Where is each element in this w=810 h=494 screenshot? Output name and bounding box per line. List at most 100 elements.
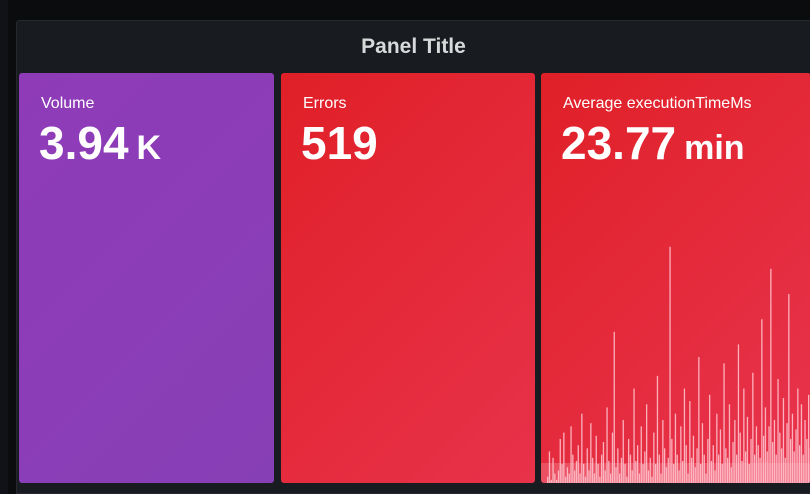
sparkline-bar bbox=[784, 457, 786, 483]
sparkline-bar bbox=[619, 473, 621, 483]
panel-title[interactable]: Panel Title bbox=[361, 35, 466, 58]
stat-label-average-execution-time: Average executionTimeMs bbox=[563, 95, 752, 112]
sparkline-bar bbox=[755, 426, 758, 483]
sparkline-bar bbox=[653, 432, 655, 483]
sparkline-bar bbox=[664, 448, 666, 483]
sparkline-bar bbox=[565, 476, 567, 483]
sparkline-bar bbox=[611, 432, 614, 483]
sparkline-bar bbox=[599, 476, 601, 483]
sparkline-bar bbox=[739, 432, 741, 483]
sparkline-bar bbox=[683, 388, 686, 483]
sparkline-bar bbox=[793, 451, 795, 483]
sparkline-bar bbox=[707, 438, 709, 483]
sparkline-bar bbox=[808, 394, 810, 483]
sparkline-bar bbox=[763, 435, 765, 483]
sparkline-bar bbox=[604, 470, 606, 483]
sparkline-bar bbox=[782, 397, 785, 483]
sparkline-bar bbox=[597, 464, 599, 483]
sparkline-bar bbox=[773, 420, 776, 483]
sparkline-bar bbox=[705, 473, 707, 483]
stat-value-errors: 519 bbox=[301, 115, 378, 171]
stat-panel: Panel Title Volume 3.94 K Errors 519 Aver… bbox=[16, 20, 810, 494]
sparkline-bar bbox=[624, 464, 626, 483]
stat-number-volume: 3.94 bbox=[39, 117, 129, 169]
sparkline-bar bbox=[649, 457, 651, 483]
sparkline-bar bbox=[692, 435, 695, 483]
sparkline-bar bbox=[795, 429, 797, 483]
sparkline-bar bbox=[757, 445, 759, 483]
sparkline-bar bbox=[687, 473, 689, 483]
sparkline-bar bbox=[547, 476, 549, 483]
sparkline-bar bbox=[570, 426, 572, 483]
sparkline-bar bbox=[732, 442, 734, 483]
sparkline-bar bbox=[806, 438, 808, 483]
stat-unit-average-execution-time: min bbox=[684, 129, 745, 167]
sparkline-bar bbox=[694, 467, 696, 483]
sparkline-bar bbox=[588, 470, 590, 483]
sparkline-bar bbox=[613, 331, 615, 483]
sparkline-bar bbox=[772, 442, 774, 483]
sparkline-bar bbox=[790, 438, 792, 483]
stat-label-errors: Errors bbox=[303, 95, 347, 112]
sparkline-bar bbox=[548, 451, 551, 483]
sparkline-bar bbox=[759, 457, 761, 483]
sparkline-bar bbox=[766, 451, 768, 483]
sparkline-bar bbox=[568, 473, 570, 483]
sparkline-bar bbox=[554, 473, 556, 483]
sparkline-bar bbox=[637, 445, 639, 483]
stat-tile-average-execution-time: Average executionTimeMs 23.77 min bbox=[541, 73, 810, 483]
sparkline-bar bbox=[791, 413, 794, 483]
sparkline-bar bbox=[777, 379, 779, 483]
sparkline-bar bbox=[786, 423, 788, 483]
sparkline-bar bbox=[682, 460, 684, 483]
sparkline-bar bbox=[716, 413, 718, 483]
sparkline-bar bbox=[737, 344, 740, 483]
sparkline-bar bbox=[698, 357, 700, 483]
sparkline-bar bbox=[802, 454, 804, 483]
sparkline-bar bbox=[768, 426, 770, 483]
stat-number-errors: 519 bbox=[301, 117, 378, 169]
sparkline-bar bbox=[563, 432, 565, 483]
sparkline-bar bbox=[590, 423, 592, 483]
sparkline-bar bbox=[746, 416, 749, 483]
sparkline-bar bbox=[718, 454, 720, 483]
sparkline-bar bbox=[736, 454, 738, 483]
sparkline-bar bbox=[583, 464, 585, 483]
sparkline-chart bbox=[541, 246, 810, 483]
sparkline-bar bbox=[550, 479, 552, 483]
sparkline-bar bbox=[579, 473, 581, 483]
stat-number-average-execution-time: 23.77 bbox=[561, 117, 677, 169]
sparkline-bar bbox=[696, 448, 698, 483]
sparkline-bar bbox=[617, 448, 619, 483]
sparkline-bar bbox=[730, 467, 732, 483]
sparkline-bar bbox=[674, 413, 677, 483]
sparkline-bar bbox=[804, 420, 806, 483]
sparkline-bar bbox=[781, 448, 783, 483]
stat-tile-volume: Volume 3.94 K bbox=[19, 73, 274, 483]
sparkline-bar bbox=[552, 457, 554, 483]
sparkline-bar bbox=[606, 407, 608, 483]
stat-tile-errors: Errors 519 bbox=[281, 73, 535, 483]
sparkline-bar bbox=[660, 473, 662, 483]
sparkline-bar bbox=[572, 454, 574, 483]
sparkline-bar bbox=[584, 476, 587, 483]
sparkline-bar bbox=[655, 464, 657, 483]
sparkline-bar bbox=[689, 401, 691, 483]
sparkline-bar bbox=[626, 476, 628, 483]
sparkline-bar bbox=[799, 445, 801, 483]
sparkline-bar bbox=[719, 429, 722, 483]
sparkline-bar bbox=[638, 473, 641, 483]
sparkline-bar bbox=[797, 388, 799, 483]
sparkline-bar bbox=[761, 319, 763, 483]
sparkline-bar bbox=[575, 460, 578, 483]
sparkline-bar bbox=[631, 470, 633, 483]
sparkline-bar bbox=[750, 438, 752, 483]
sparkline-bar bbox=[608, 460, 610, 483]
sparkline-bar bbox=[673, 464, 675, 483]
sparkline-bar bbox=[743, 388, 745, 483]
sparkline-bar bbox=[723, 363, 725, 483]
sparkline-bar bbox=[779, 432, 781, 483]
sparkline-bar bbox=[691, 457, 693, 483]
sparkline-bar bbox=[602, 442, 605, 483]
sparkline-bar bbox=[680, 426, 682, 483]
